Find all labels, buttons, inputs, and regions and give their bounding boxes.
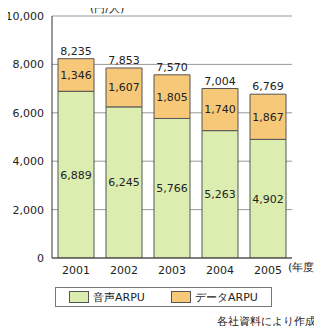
svg-text:1,607: 1,607 [108, 81, 140, 94]
svg-text:6,245: 6,245 [108, 176, 140, 189]
svg-text:6,769: 6,769 [252, 80, 284, 93]
svg-text:2001: 2001 [62, 264, 90, 277]
svg-text:7,570: 7,570 [156, 61, 188, 74]
svg-text:6,000: 6,000 [13, 107, 45, 120]
svg-text:5,263: 5,263 [204, 188, 236, 201]
html-text:(年度): (年度) [288, 261, 319, 274]
html-text:データARPU: データARPU [195, 290, 258, 304]
svg-text:1,805: 1,805 [156, 91, 188, 104]
svg-text:0: 0 [37, 252, 44, 265]
svg-text:4,000: 4,000 [13, 155, 45, 168]
html-text:各社資料により作成: 各社資料により作成 [217, 315, 316, 328]
svg-text:1,740: 1,740 [204, 103, 236, 116]
svg-text:2,000: 2,000 [13, 204, 45, 217]
svg-text:6,889: 6,889 [60, 169, 92, 182]
svg-text:2002: 2002 [110, 264, 138, 277]
svg-text:2005: 2005 [254, 264, 282, 277]
svg-text:7,853: 7,853 [108, 54, 140, 67]
svg-text:10,000: 10,000 [8, 10, 44, 23]
svg-text:2003: 2003 [158, 264, 186, 277]
svg-text:5,766: 5,766 [156, 182, 188, 195]
svg-text:4,902: 4,902 [252, 193, 284, 206]
svg-text:8,000: 8,000 [13, 58, 45, 71]
html-text:音声ARPU: 音声ARPU [93, 290, 145, 304]
svg-text:2004: 2004 [206, 264, 234, 277]
svg-text:1,867: 1,867 [252, 111, 284, 124]
html-text:(円/人): (円/人) [90, 2, 125, 15]
svg-text:1,346: 1,346 [60, 69, 92, 82]
svg-text:8,235: 8,235 [60, 45, 92, 58]
svg-text:7,004: 7,004 [204, 75, 236, 88]
